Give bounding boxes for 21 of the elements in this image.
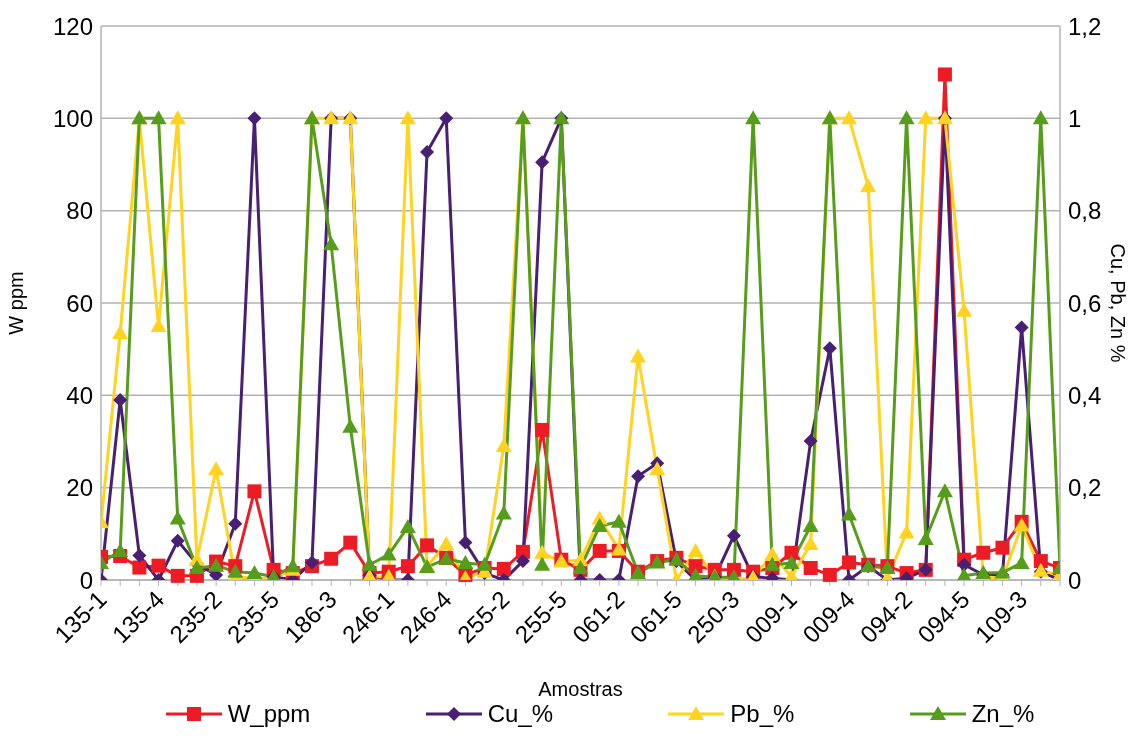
y-tick-label: 60 — [66, 289, 93, 317]
y2-tick-label: 1 — [1068, 104, 1082, 132]
legend-label: Zn_% — [971, 700, 1035, 728]
legend-label: W_ppm — [227, 700, 311, 728]
y2-tick-label: 0,2 — [1068, 474, 1102, 502]
y2-axis-title: Cu, Pb, Zn % — [1107, 243, 1129, 363]
y-tick-label: 0 — [79, 566, 93, 594]
y-axis-title: W ppm — [5, 271, 28, 335]
y2-tick-label: 0 — [1068, 566, 1082, 594]
y-tick-label: 20 — [66, 474, 93, 502]
y-tick-label: 100 — [52, 104, 93, 132]
legend-label: Pb_% — [730, 700, 795, 728]
y-tick-label: 120 — [52, 12, 93, 40]
x-axis-title: Amostras — [538, 678, 623, 700]
y2-tick-label: 0,6 — [1068, 289, 1102, 317]
y2-tick-label: 0,4 — [1068, 381, 1102, 409]
legend-label: Cu_% — [487, 700, 553, 728]
y-tick-label: 40 — [66, 381, 93, 409]
y-tick-label: 80 — [66, 197, 93, 225]
y2-tick-label: 0,8 — [1068, 197, 1102, 225]
y2-tick-label: 1,2 — [1068, 12, 1102, 40]
